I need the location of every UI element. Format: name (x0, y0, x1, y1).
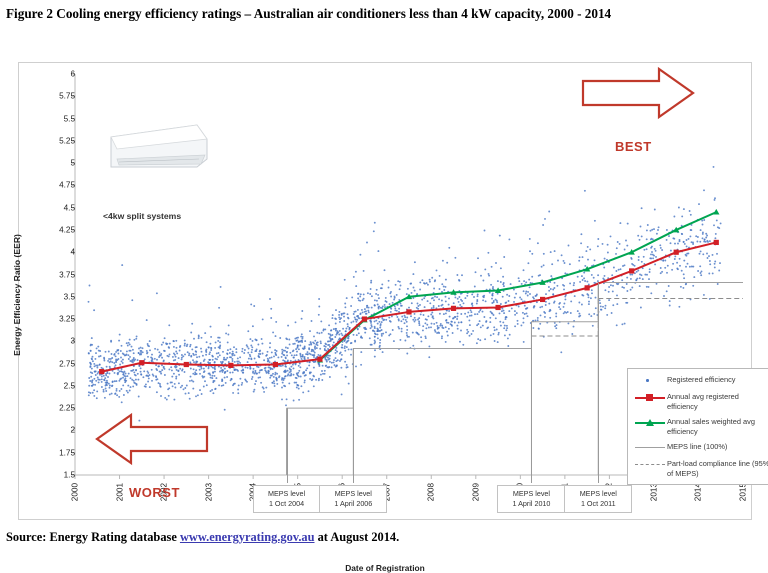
annotation-line-2: 1 April 2010 (512, 499, 551, 508)
y-tick-label: 3 (70, 336, 75, 346)
x-tick-label: 2008 (426, 483, 436, 502)
x-axis-title: Date of Registration (345, 563, 425, 573)
annotation-line-2: 1 April 2006 (334, 499, 373, 508)
annotation-meps-2011: MEPS level 1 Oct 2011 (564, 485, 633, 513)
x-tick-label: 2015 (738, 483, 748, 502)
data-point (584, 285, 590, 291)
y-tick-label: 4.25 (59, 225, 75, 235)
y-tick-label: 2.25 (59, 403, 75, 413)
chart-container: Energy Efficiency Ratio (EER) Date of Re… (12, 62, 768, 573)
worst-arrow-label: WORST (129, 485, 180, 500)
y-tick-label: 5.5 (63, 114, 75, 124)
y-tick-label: 6 (70, 69, 75, 79)
data-point (317, 356, 323, 362)
data-point (183, 361, 189, 368)
data-point (406, 309, 412, 315)
legend-label: Annual sales weighted avg efficiency (667, 417, 755, 436)
data-point (228, 362, 234, 368)
annual-sales-weighted-avg-efficiency-line (319, 211, 717, 361)
annotation-meps-2006: MEPS level 1 April 2006 (319, 485, 388, 513)
data-point (629, 268, 635, 274)
legend-item-annual-avg-registered[interactable]: Annual avg registered efficiency (633, 392, 768, 411)
data-point (673, 226, 680, 233)
product-caption: <4kw split systems (103, 211, 182, 221)
best-arrow (581, 66, 695, 120)
annotation-line-2: 1 Oct 2011 (580, 499, 616, 508)
x-tick-label: 2000 (70, 483, 80, 502)
data-point (405, 293, 413, 300)
legend-item-registered-efficiency[interactable]: Registered efficiency (633, 375, 768, 386)
y-tick-label: 4.75 (59, 180, 75, 190)
y-axis-ticks: 1.5 1.75 2 2.25 2.5 2.75 3 3.25 3.5 3.75 4 4.25 4.5 4… (19, 63, 75, 519)
annotation-line-1: MEPS level (512, 489, 551, 498)
data-point (450, 289, 457, 295)
annotation-line-1: MEPS level (579, 489, 617, 498)
legend-key-triangle-line-icon (633, 417, 667, 428)
data-point (99, 369, 105, 375)
source-suffix: at August 2014. (314, 530, 400, 544)
data-point (450, 305, 457, 311)
y-tick-label: 3.25 (59, 314, 75, 324)
source-note: Source: Energy Rating database www.energ… (6, 530, 762, 545)
worst-arrow (95, 412, 209, 466)
data-point (713, 208, 720, 215)
legend-label: Registered efficiency (667, 375, 736, 384)
data-point (361, 316, 368, 322)
y-tick-label: 3.5 (63, 292, 75, 302)
legend-label: Part-load compliance line (95% of MEPS) (667, 459, 768, 478)
x-tick-label: 2014 (693, 483, 703, 502)
source-prefix: Source: Energy Rating database (6, 530, 180, 544)
annotation-line-1: MEPS level (267, 489, 306, 498)
data-point (494, 287, 502, 293)
data-point (495, 304, 501, 311)
annotation-meps-2004: MEPS level 1 Oct 2004 (252, 485, 321, 513)
x-tick-label: 2003 (204, 483, 214, 502)
data-point (673, 249, 679, 255)
legend-item-part-load-line[interactable]: Part-load compliance line (95% of MEPS) (633, 459, 768, 478)
page-title: Figure 2 Cooling energy efficiency ratin… (6, 6, 612, 21)
legend-label: MEPS line (100%) (667, 442, 728, 451)
source-link[interactable]: www.energyrating.gov.au (179, 530, 315, 544)
data-point (628, 249, 635, 255)
data-point (539, 279, 546, 285)
y-tick-label: 1.5 (63, 470, 75, 480)
legend-item-annual-sales-weighted[interactable]: Annual sales weighted avg efficiency (633, 417, 768, 436)
annotation-meps-2010: MEPS level 1 April 2010 (497, 485, 566, 513)
y-tick-label: 5.75 (59, 91, 75, 101)
data-point (583, 265, 591, 272)
y-tick-label: 1.75 (59, 448, 75, 458)
legend-item-meps-line[interactable]: MEPS line (100%) (633, 442, 768, 453)
best-arrow-label: BEST (615, 139, 652, 154)
annotation-line-1: MEPS level (334, 489, 372, 498)
annotation-line-2: 1 Oct 2004 (268, 499, 305, 508)
y-tick-label: 4 (70, 247, 75, 257)
data-point (272, 361, 278, 368)
y-tick-label: 5 (70, 158, 75, 168)
meps-leader-line (353, 348, 355, 483)
legend-label: Annual avg registered efficiency (667, 392, 739, 411)
y-tick-label: 2 (70, 425, 75, 435)
meps-leader-line (286, 408, 288, 483)
meps-leader-line (598, 282, 600, 483)
y-tick-label: 5.25 (59, 136, 75, 146)
data-point (713, 239, 719, 246)
data-point (540, 296, 546, 303)
air-conditioner-image (110, 124, 208, 168)
y-tick-label: 2.75 (59, 359, 75, 369)
y-tick-label: 3.75 (59, 270, 75, 279)
legend-key-square-line-icon (633, 392, 667, 403)
legend-key-dot-icon (633, 375, 667, 386)
legend-key-dashed-line-icon (633, 459, 667, 470)
meps-leader-line (531, 321, 533, 483)
scatter-points (87, 165, 722, 422)
chart-legend: Registered efficiency Annual avg register… (627, 368, 768, 485)
legend-key-solid-line-icon (633, 442, 667, 453)
x-tick-label: 2009 (471, 483, 481, 502)
x-tick-label: 2001 (115, 483, 125, 502)
x-tick-label: 2013 (649, 483, 659, 502)
data-point (139, 360, 145, 366)
y-tick-label: 2.5 (63, 381, 75, 391)
y-tick-label: 4.5 (63, 203, 75, 213)
